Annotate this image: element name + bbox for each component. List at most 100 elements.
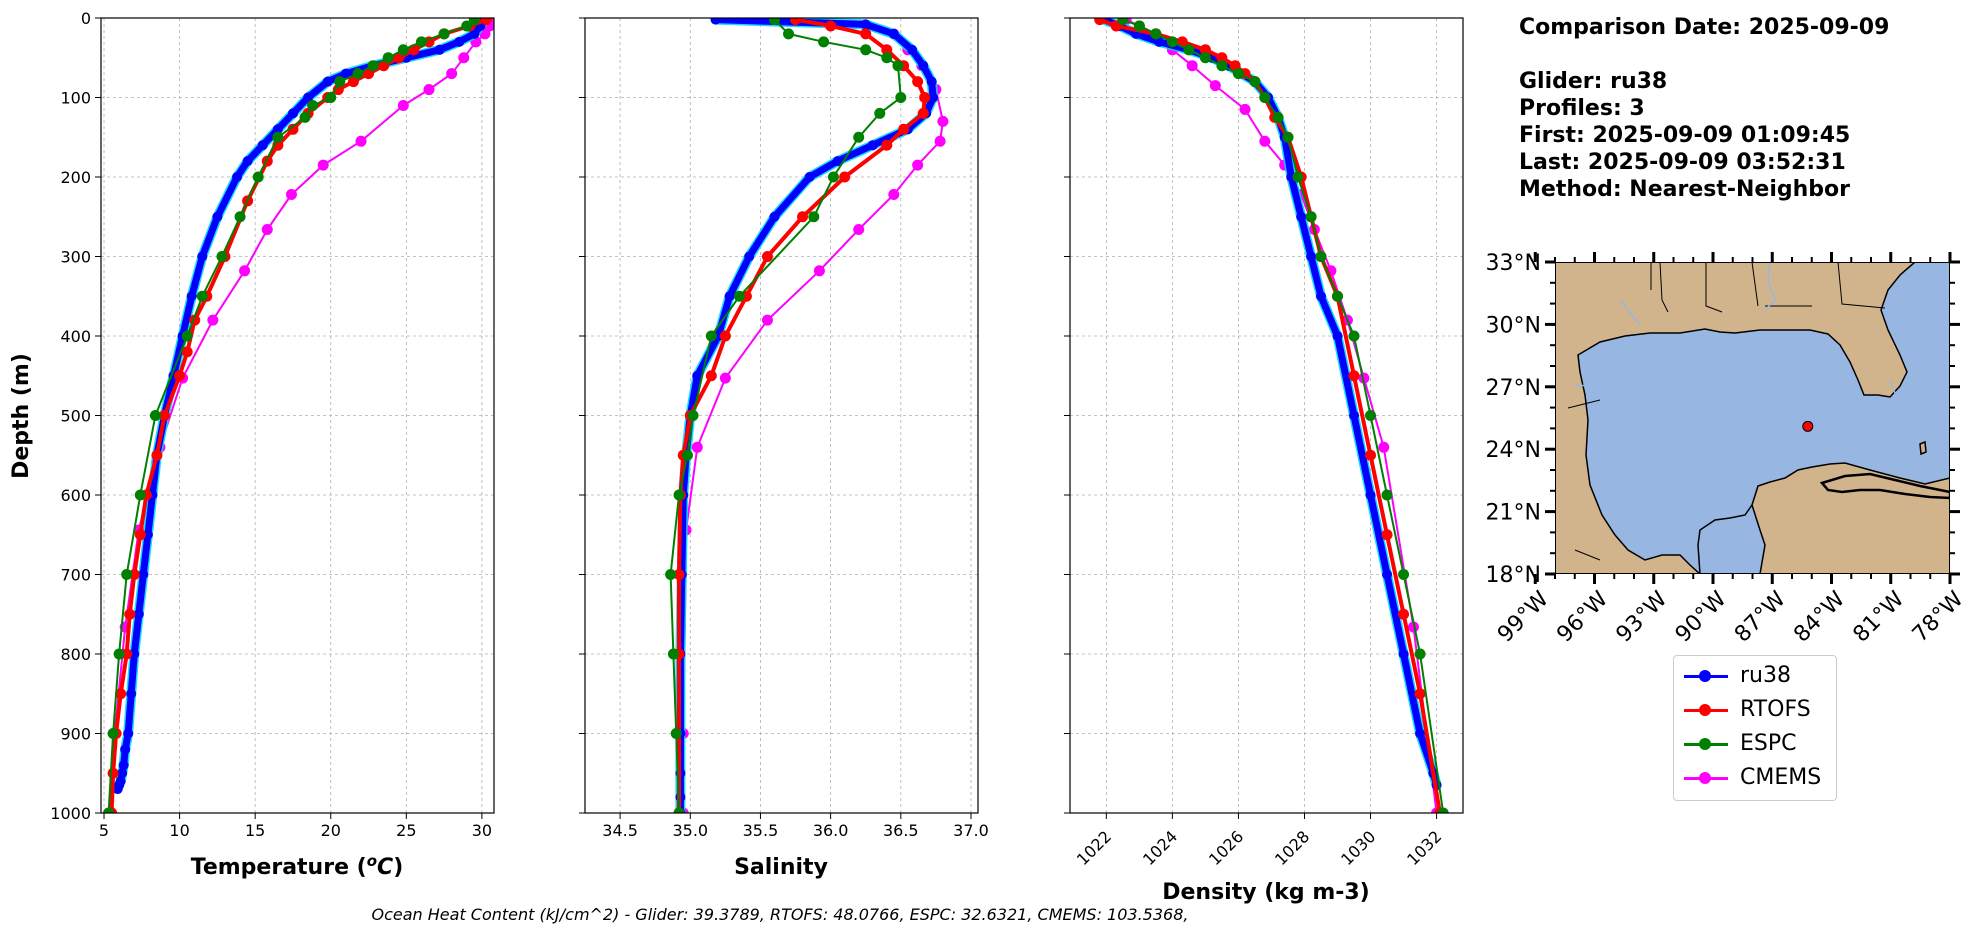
- comparison-info: Comparison Date: 2025-09-09 Glider: ru38…: [1519, 14, 1889, 203]
- salinity-ticks: 34.5 35.0 35.5 36.0 36.5 37.0: [579, 17, 989, 840]
- series-ru38-point: [710, 18, 721, 25]
- series-cmems-point: [261, 223, 273, 235]
- series-rtofs-point: [825, 20, 837, 32]
- series-espc-point: [1216, 60, 1228, 72]
- legend-item-espc: ESPC: [1680, 729, 1830, 759]
- location-map: 99°W96°W93°W90°W87°W84°W81°W78°W 33°N 30°N…: [1486, 251, 1969, 647]
- series-ru38-point: [1296, 211, 1307, 222]
- series-rtofs-point: [115, 688, 127, 700]
- lat-tick-label: 27°N: [1486, 376, 1541, 401]
- series-cmems-point: [1209, 80, 1221, 92]
- series-espc-point: [1332, 290, 1344, 302]
- series-espc-point: [1272, 111, 1284, 123]
- series-espc-point: [705, 330, 717, 342]
- lon-tick-label: 87°W: [1730, 587, 1791, 648]
- series-rtofs-point: [912, 76, 924, 88]
- map-body: [1555, 262, 1950, 574]
- series-ru38-point: [186, 291, 197, 302]
- density-xlabel: Density (kg m-3): [1162, 880, 1370, 905]
- series-ru38-point: [928, 92, 939, 103]
- series-espc-point: [1365, 410, 1377, 421]
- series-espc-point: [783, 28, 795, 40]
- salinity-grid: [585, 17, 978, 814]
- series-espc-point: [252, 171, 264, 183]
- x-tick-label: 35.5: [743, 821, 779, 840]
- lon-tick-label: 78°W: [1908, 587, 1969, 648]
- series-rtofs-point: [134, 529, 146, 541]
- series-rtofs-point: [839, 171, 851, 183]
- y-tick-label: 500: [60, 407, 91, 426]
- density-ticks: 1022 1024 1026 1028 1030 1032: [1064, 17, 1445, 869]
- series-rtofs-point: [1414, 688, 1426, 700]
- series-ru38-halo: [112, 18, 490, 791]
- series-rtofs-point: [287, 123, 299, 135]
- series-espc-point: [1232, 68, 1244, 80]
- y-tick-label: 200: [60, 168, 91, 187]
- series-espc-point: [853, 131, 865, 143]
- series-espc-point: [334, 76, 346, 88]
- series-rtofs-point: [705, 370, 717, 382]
- series-ru38-point: [744, 251, 755, 262]
- series-ru38-point: [926, 76, 937, 87]
- legend-label: ESPC: [1740, 731, 1797, 756]
- x-tick-label: 1024: [1139, 827, 1181, 869]
- temperature-ticks: 5 10 15 20 25 3001002003004005006007008009001…: [50, 9, 492, 840]
- series-ru38-point: [434, 44, 445, 55]
- series-cmems-point: [853, 223, 865, 235]
- series-ru38-line: [114, 18, 488, 791]
- series-espc-point: [1292, 171, 1304, 183]
- y-tick-label: 300: [60, 248, 91, 267]
- series-rtofs-point: [797, 211, 809, 223]
- series-cmems-line: [682, 18, 944, 813]
- x-tick-label: 1028: [1271, 827, 1313, 869]
- series-rtofs-point: [174, 370, 186, 382]
- series-espc-point: [808, 211, 820, 223]
- series-rtofs-point: [917, 107, 929, 119]
- series-ru38-line: [1098, 18, 1440, 787]
- x-tick-label: 1032: [1403, 827, 1445, 869]
- series-ru38-point: [1415, 728, 1426, 739]
- x-tick-label: 25: [396, 821, 416, 840]
- y-tick-label: 800: [60, 645, 91, 664]
- series-espc-point: [768, 18, 780, 26]
- series-ru38-point: [212, 211, 223, 222]
- series-rtofs-point: [107, 767, 119, 779]
- series-espc-point: [438, 28, 450, 40]
- series-ru38-point: [860, 19, 871, 30]
- x-tick-label: 20: [321, 821, 341, 840]
- series-ru38-point: [232, 172, 243, 182]
- series-rtofs-point: [158, 410, 170, 421]
- series-cmems-point: [719, 372, 731, 384]
- lon-tick-label: 84°W: [1789, 587, 1850, 648]
- series-ru38-point: [138, 569, 149, 580]
- series-espc-point: [307, 99, 319, 111]
- series-espc-point: [670, 728, 682, 739]
- series-espc-point: [860, 44, 872, 56]
- series-ru38-point: [257, 140, 268, 151]
- series-espc-line: [1122, 18, 1445, 813]
- series-cmems-point: [397, 99, 409, 111]
- comparison-date: Comparison Date: 2025-09-09: [1519, 15, 1890, 40]
- lon-tick-label: 90°W: [1671, 587, 1732, 648]
- series-ru38-point: [287, 108, 298, 119]
- legend-label: ru38: [1740, 663, 1791, 688]
- series-rtofs-point: [128, 569, 140, 580]
- series-espc-point: [107, 728, 119, 739]
- y-tick-label: 600: [60, 486, 91, 505]
- series-espc-point: [665, 569, 677, 580]
- series-espc-point: [1437, 807, 1449, 813]
- series-ru38-point: [469, 28, 480, 39]
- series-espc-point: [673, 807, 685, 813]
- last-time: Last: 2025-09-09 03:52:31: [1519, 150, 1846, 175]
- temperature-series-group: [103, 18, 494, 813]
- method: Method: Nearest-Neighbor: [1519, 177, 1850, 202]
- series-rtofs-point: [881, 44, 893, 56]
- series-espc-point: [272, 131, 284, 143]
- series-cmems-point: [458, 52, 470, 64]
- series-cmems-point: [937, 115, 949, 127]
- series-espc-point: [415, 36, 427, 48]
- series-espc-point: [103, 807, 115, 813]
- series-espc-point: [113, 648, 125, 660]
- series-rtofs-point: [673, 569, 685, 580]
